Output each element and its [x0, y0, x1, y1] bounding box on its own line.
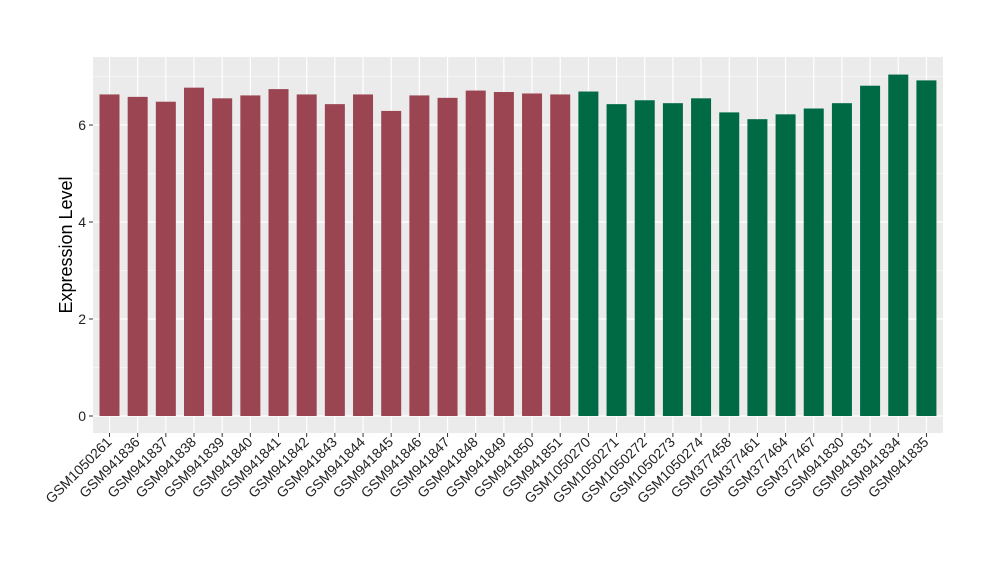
bar	[465, 90, 486, 416]
bar	[184, 87, 205, 416]
bar	[831, 103, 852, 417]
bar	[296, 94, 317, 416]
y-tick-label: 0	[78, 408, 86, 424]
bar	[212, 98, 233, 416]
bar	[437, 97, 458, 416]
bar	[99, 94, 120, 416]
bar	[860, 85, 881, 416]
bar	[606, 104, 627, 417]
bar	[268, 89, 289, 417]
bar-series	[99, 74, 937, 417]
plot-panel	[93, 57, 943, 433]
bar	[127, 96, 148, 417]
bar	[888, 74, 909, 416]
bar	[691, 98, 712, 416]
bar	[803, 108, 824, 416]
x-axis: GSM1050261GSM941836GSM941837GSM941838GSM…	[42, 433, 932, 506]
bar	[747, 119, 768, 417]
bar	[775, 114, 796, 416]
bar	[522, 93, 543, 416]
bar	[409, 95, 430, 416]
bar	[493, 92, 514, 417]
bar	[381, 110, 402, 416]
y-axis-title: Expression Level	[56, 176, 76, 313]
bar	[634, 100, 655, 416]
bar	[155, 101, 176, 416]
bar	[662, 103, 683, 417]
y-tick-label: 6	[78, 117, 86, 133]
bar	[916, 80, 937, 416]
y-tick-label: 2	[78, 311, 86, 327]
bar	[719, 112, 740, 416]
bar	[324, 104, 345, 417]
bar	[550, 94, 571, 416]
y-tick-label: 4	[78, 214, 86, 230]
bar	[578, 91, 599, 416]
bar	[353, 94, 374, 416]
bar	[240, 95, 261, 416]
y-axis: 0 2 4 6	[78, 117, 93, 424]
